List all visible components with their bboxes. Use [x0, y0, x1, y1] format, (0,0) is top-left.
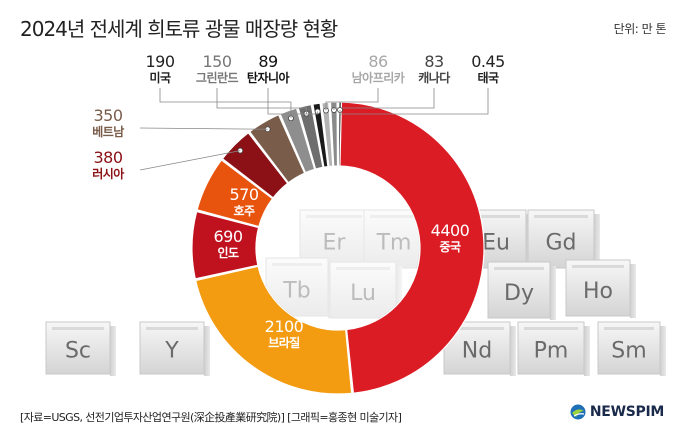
newspim-globe-icon — [570, 404, 586, 420]
element-symbol: Nd — [462, 338, 492, 363]
label-tanzania: 89 탄자니아 — [240, 53, 296, 86]
leader-lines — [139, 88, 489, 171]
element-symbol: Sc — [65, 338, 91, 363]
label-usa: 190 미국 — [134, 53, 186, 86]
value-label-brazil: 2100 — [264, 317, 304, 336]
pie-slice-3 — [196, 159, 274, 228]
category-label-vietnam: 베트남 — [92, 125, 124, 139]
value-label-greenland: 150 — [202, 52, 232, 71]
element-tile: Dy — [487, 261, 556, 320]
pie-slice-1 — [194, 265, 353, 395]
category-label-usa: 미국 — [149, 71, 171, 85]
leader-line — [339, 88, 489, 115]
label-brazil: 2100 브라질 — [252, 318, 316, 351]
category-label-canada: 캐나다 — [418, 71, 450, 85]
element-symbol: Eu — [482, 230, 510, 255]
value-label-russia: 380 — [93, 148, 123, 167]
label-china: 4400 중국 — [418, 222, 482, 255]
category-label-china: 중국 — [439, 240, 461, 254]
source-credit: [자료=USGS, 선전기업투자산업연구원(深企投產業研究院)] [그래픽=홍종… — [20, 411, 402, 424]
element-tile: Sc — [45, 321, 116, 376]
category-label-greenland: 그린란드 — [195, 71, 239, 85]
label-vietnam: 350 베트남 — [78, 107, 138, 140]
element-tile: Pm — [517, 321, 590, 376]
category-label-russia: 러시아 — [92, 167, 124, 181]
label-australia: 570 호주 — [216, 186, 272, 219]
element-symbol: Sm — [611, 338, 646, 363]
donut-hole — [257, 167, 419, 329]
pie-slice-7 — [297, 103, 324, 170]
leader-line — [325, 88, 379, 111]
pie-slice-2 — [191, 210, 260, 280]
element-symbol: Gd — [545, 230, 576, 255]
leader-line — [216, 88, 307, 114]
value-label-tanzania: 89 — [258, 52, 278, 71]
element-tile: Ho — [565, 259, 636, 318]
label-russia: 380 러시아 — [78, 149, 138, 182]
category-label-thailand: 태국 — [477, 71, 499, 85]
element-symbol: Pm — [534, 338, 569, 363]
element-tile: Y — [139, 321, 210, 376]
value-label-vietnam: 350 — [93, 106, 123, 125]
category-label-south-africa: 남아프리카 — [351, 71, 405, 85]
element-symbol: Dy — [504, 281, 534, 306]
leader-line — [139, 127, 268, 130]
category-label-brazil: 브라질 — [268, 336, 300, 350]
leader-line — [139, 150, 241, 171]
value-label-canada: 83 — [424, 52, 444, 71]
value-label-china: 4400 — [430, 221, 470, 240]
donut-chart — [191, 101, 485, 395]
chart-title: 2024년 전세계 희토류 광물 매장량 현황 — [20, 17, 338, 41]
category-label-tanzania: 탄자니아 — [246, 71, 290, 85]
element-tile: Sm — [597, 321, 666, 376]
value-label-usa: 190 — [145, 52, 175, 71]
newspim-wordmark: NEWSPIM — [589, 404, 664, 420]
label-india: 690 인도 — [200, 228, 256, 261]
pie-slice-6 — [279, 107, 316, 174]
category-label-india: 인도 — [217, 246, 239, 260]
newspim-logo: NEWSPIM — [570, 404, 664, 420]
label-greenland: 150 그린란드 — [186, 53, 248, 86]
unit-label: 단위: 만 톤 — [613, 22, 667, 36]
element-symbol: Ho — [583, 279, 613, 304]
leader-line — [333, 88, 435, 111]
label-thailand: 0.45 태국 — [460, 53, 516, 86]
pie-slice-8 — [312, 102, 329, 168]
category-label-australia: 호주 — [233, 204, 255, 218]
label-canada: 83 캐나다 — [405, 53, 463, 86]
label-south-africa: 86 남아프리카 — [343, 53, 413, 86]
value-label-south-africa: 86 — [368, 52, 388, 71]
value-label-india: 690 — [213, 227, 243, 246]
value-label-australia: 570 — [229, 185, 259, 204]
element-tile: Gd — [527, 209, 600, 270]
value-label-thailand: 0.45 — [471, 52, 505, 71]
leader-line — [267, 88, 319, 115]
pie-slice-0 — [337, 101, 485, 394]
pie-slice-9 — [321, 101, 334, 168]
leader-line — [159, 88, 292, 119]
pie-slice-5 — [248, 113, 306, 184]
element-symbol: Y — [164, 338, 179, 363]
